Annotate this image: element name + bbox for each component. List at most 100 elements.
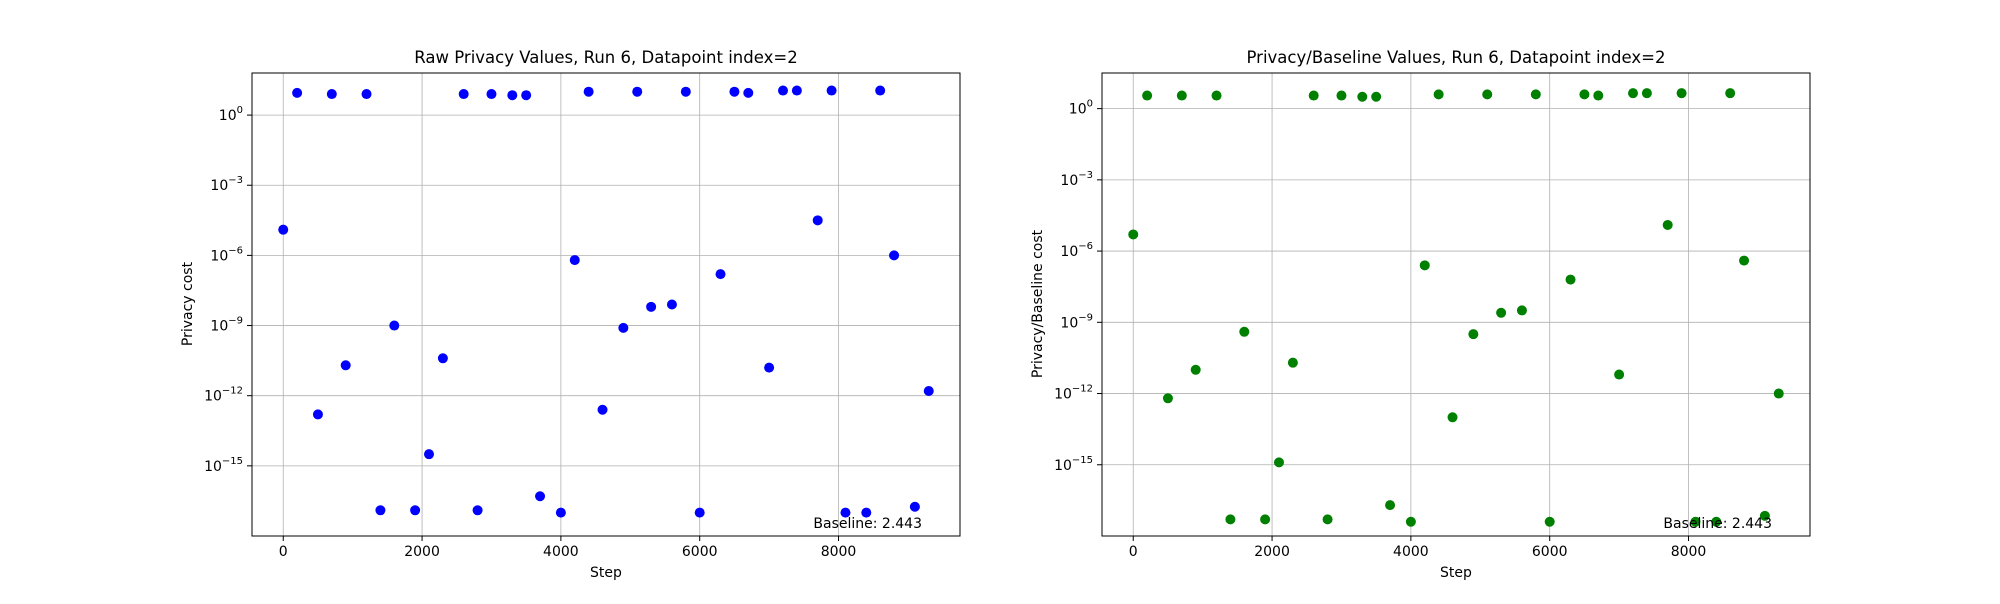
y-tick-base: 10 xyxy=(1060,315,1078,331)
data-point xyxy=(1530,89,1541,100)
data-point xyxy=(1287,357,1298,368)
data-point xyxy=(1371,91,1382,102)
data-point xyxy=(826,85,837,96)
chart-title: Raw Privacy Values, Run 6, Datapoint ind… xyxy=(414,48,797,67)
data-point xyxy=(909,501,920,512)
data-point xyxy=(1773,388,1784,399)
y-tick-base: 10 xyxy=(1054,458,1072,474)
y-tick-label: 10−6 xyxy=(1060,241,1093,260)
data-point xyxy=(1676,88,1687,99)
x-axis-ticks: 0 2000 4000 6000 8000 xyxy=(279,536,857,560)
data-point xyxy=(410,505,421,516)
y-tick-exponent: −12 xyxy=(222,386,243,397)
plot-frame xyxy=(1101,72,1811,537)
y-tick-base: 10 xyxy=(1060,244,1078,260)
x-tick-label: 0 xyxy=(279,544,288,560)
x-axis-ticks: 0 2000 4000 6000 8000 xyxy=(1129,536,1707,560)
data-point xyxy=(778,85,788,96)
data-point xyxy=(1614,369,1625,380)
data-point xyxy=(666,299,677,310)
y-tick-label: 10−9 xyxy=(210,316,243,335)
y-tick-label: 10−3 xyxy=(1060,170,1093,189)
data-point xyxy=(743,87,754,98)
data-point xyxy=(1239,326,1250,337)
x-tick-label: 0 xyxy=(1129,544,1138,560)
y-tick-base: 10 xyxy=(204,389,222,405)
y-tick-label: 10−12 xyxy=(1054,384,1093,403)
data-point xyxy=(486,89,497,100)
data-point xyxy=(535,491,546,502)
data-point xyxy=(521,90,532,101)
data-point xyxy=(680,86,691,97)
chart-title: Privacy/Baseline Values, Run 6, Datapoin… xyxy=(1247,48,1666,67)
y-tick-exponent: −9 xyxy=(1078,312,1093,323)
data-point xyxy=(424,449,434,460)
y-tick-label: 10−9 xyxy=(1060,312,1093,331)
x-tick-label: 6000 xyxy=(682,544,718,560)
x-tick-label: 2000 xyxy=(1254,544,1290,560)
data-point xyxy=(1690,516,1701,527)
data-point xyxy=(326,89,337,100)
y-tick-base: 10 xyxy=(219,108,237,124)
data-point xyxy=(812,215,823,226)
data-points xyxy=(1128,88,1784,527)
raw-privacy-chart: Raw Privacy Values, Run 6, Datapoint ind… xyxy=(180,48,961,581)
data-point xyxy=(1496,307,1507,318)
y-tick-label: 10−12 xyxy=(204,386,243,405)
data-point xyxy=(1725,88,1736,99)
y-axis-label: Privacy cost xyxy=(180,261,196,346)
x-axis-label: Step xyxy=(1440,565,1472,581)
data-point xyxy=(1322,514,1333,525)
data-point xyxy=(1162,393,1173,404)
data-point xyxy=(694,507,705,518)
data-point xyxy=(840,507,851,518)
baseline-annotation: Baseline: 2.443 xyxy=(813,516,922,532)
y-tick-exponent: −6 xyxy=(1078,241,1093,252)
y-tick-label: 10−6 xyxy=(210,245,243,264)
x-tick-label: 6000 xyxy=(1532,544,1568,560)
y-axis-label: Privacy/Baseline cost xyxy=(1030,229,1046,378)
y-tick-base: 10 xyxy=(1069,102,1087,118)
x-tick-label: 2000 xyxy=(404,544,440,560)
y-tick-base: 10 xyxy=(1054,387,1072,403)
data-point xyxy=(646,301,657,312)
x-tick-label: 8000 xyxy=(1671,544,1707,560)
data-point xyxy=(1336,90,1347,101)
y-tick-base: 10 xyxy=(210,178,228,194)
y-tick-exponent: −3 xyxy=(1078,170,1093,181)
data-point xyxy=(1274,457,1284,468)
data-point xyxy=(292,87,303,98)
x-tick-label: 8000 xyxy=(821,544,857,560)
y-tick-label: 10−3 xyxy=(210,175,243,194)
data-point xyxy=(312,409,323,420)
x-axis-label: Step xyxy=(590,565,622,581)
y-tick-label: 100 xyxy=(219,105,243,124)
y-tick-exponent: 0 xyxy=(237,105,243,116)
data-point xyxy=(1190,364,1201,375)
data-point xyxy=(1593,90,1604,101)
grid xyxy=(252,73,960,536)
data-point xyxy=(507,90,518,101)
data-point xyxy=(389,320,400,331)
data-point xyxy=(597,404,608,415)
baseline-annotation: Baseline: 2.443 xyxy=(1663,516,1772,532)
data-point xyxy=(889,250,900,261)
y-tick-label: 100 xyxy=(1069,99,1093,118)
data-point xyxy=(861,507,872,518)
data-point xyxy=(340,360,351,371)
data-point xyxy=(555,507,566,518)
data-point xyxy=(1516,305,1527,316)
data-point xyxy=(1482,89,1493,100)
data-point xyxy=(1128,229,1139,240)
y-tick-base: 10 xyxy=(204,459,222,475)
plot-frame xyxy=(251,72,961,537)
data-point xyxy=(764,362,775,373)
data-point xyxy=(1739,255,1750,266)
data-point xyxy=(1357,91,1368,102)
data-point xyxy=(1468,329,1479,340)
data-point xyxy=(458,89,469,100)
data-points xyxy=(278,85,934,518)
data-point xyxy=(1260,514,1271,525)
data-point xyxy=(875,85,886,96)
data-point xyxy=(1711,516,1722,527)
